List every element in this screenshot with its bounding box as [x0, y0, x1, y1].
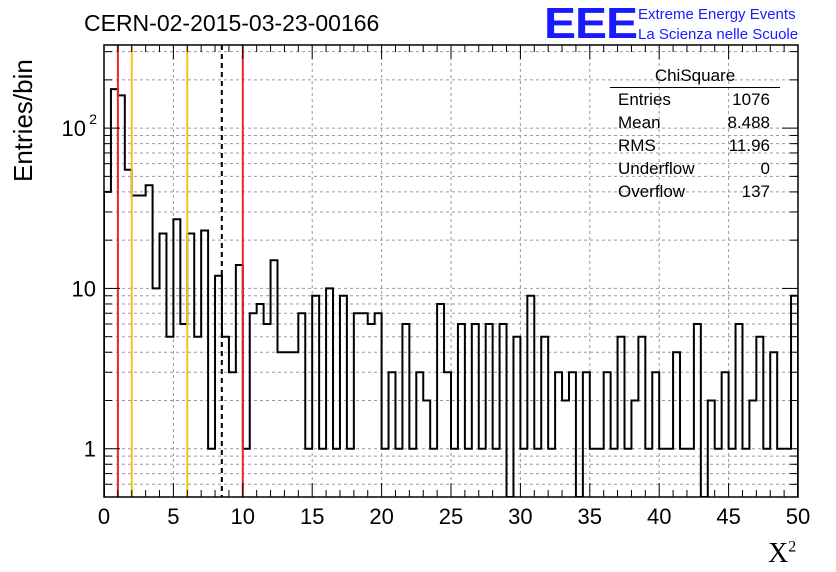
x-tick-label: 5 — [167, 504, 179, 529]
x-tick-label: 15 — [300, 504, 324, 529]
x-tick-label: 10 — [231, 504, 255, 529]
x-tick-label: 25 — [439, 504, 463, 529]
y-tick-label: 1 — [84, 437, 96, 462]
x-tick-label: 20 — [369, 504, 393, 529]
x-tick-label: 35 — [578, 504, 602, 529]
eee-logo: EEE — [544, 0, 638, 49]
x-tick-label: 0 — [98, 504, 110, 529]
stats-row-mean: Mean 8.488 — [618, 113, 770, 132]
stats-row-underflow: Underflow 0 — [618, 159, 770, 178]
stats-box: ChiSquare Entries 1076 Mean 8.488 RMS 11.96… — [610, 66, 780, 205]
stats-row-overflow: Overflow 137 — [618, 182, 770, 201]
chart-title: CERN-02-2015-03-23-00166 — [84, 10, 380, 36]
x-tick-label: 45 — [716, 504, 740, 529]
logo-line-1: Extreme Energy Events — [638, 6, 796, 23]
y-tick-label: 10 — [62, 116, 86, 141]
x-tick-label: 30 — [508, 504, 532, 529]
y-axis-label: Entries/bin — [8, 59, 38, 182]
stats-row-entries: Entries 1076 — [618, 90, 770, 109]
histogram-series — [104, 88, 798, 497]
y-tick-label: 10 — [72, 276, 96, 301]
logo-line-2: La Scienza nelle Scuole — [638, 26, 799, 43]
stats-row-rms: RMS 11.96 — [618, 136, 770, 155]
stats-title: ChiSquare — [610, 66, 780, 88]
x-tick-label: 40 — [647, 504, 671, 529]
x-axis-label: X2 — [768, 538, 797, 569]
y-tick-label-exponent: 2 — [89, 111, 97, 127]
x-tick-label: 50 — [786, 504, 810, 529]
